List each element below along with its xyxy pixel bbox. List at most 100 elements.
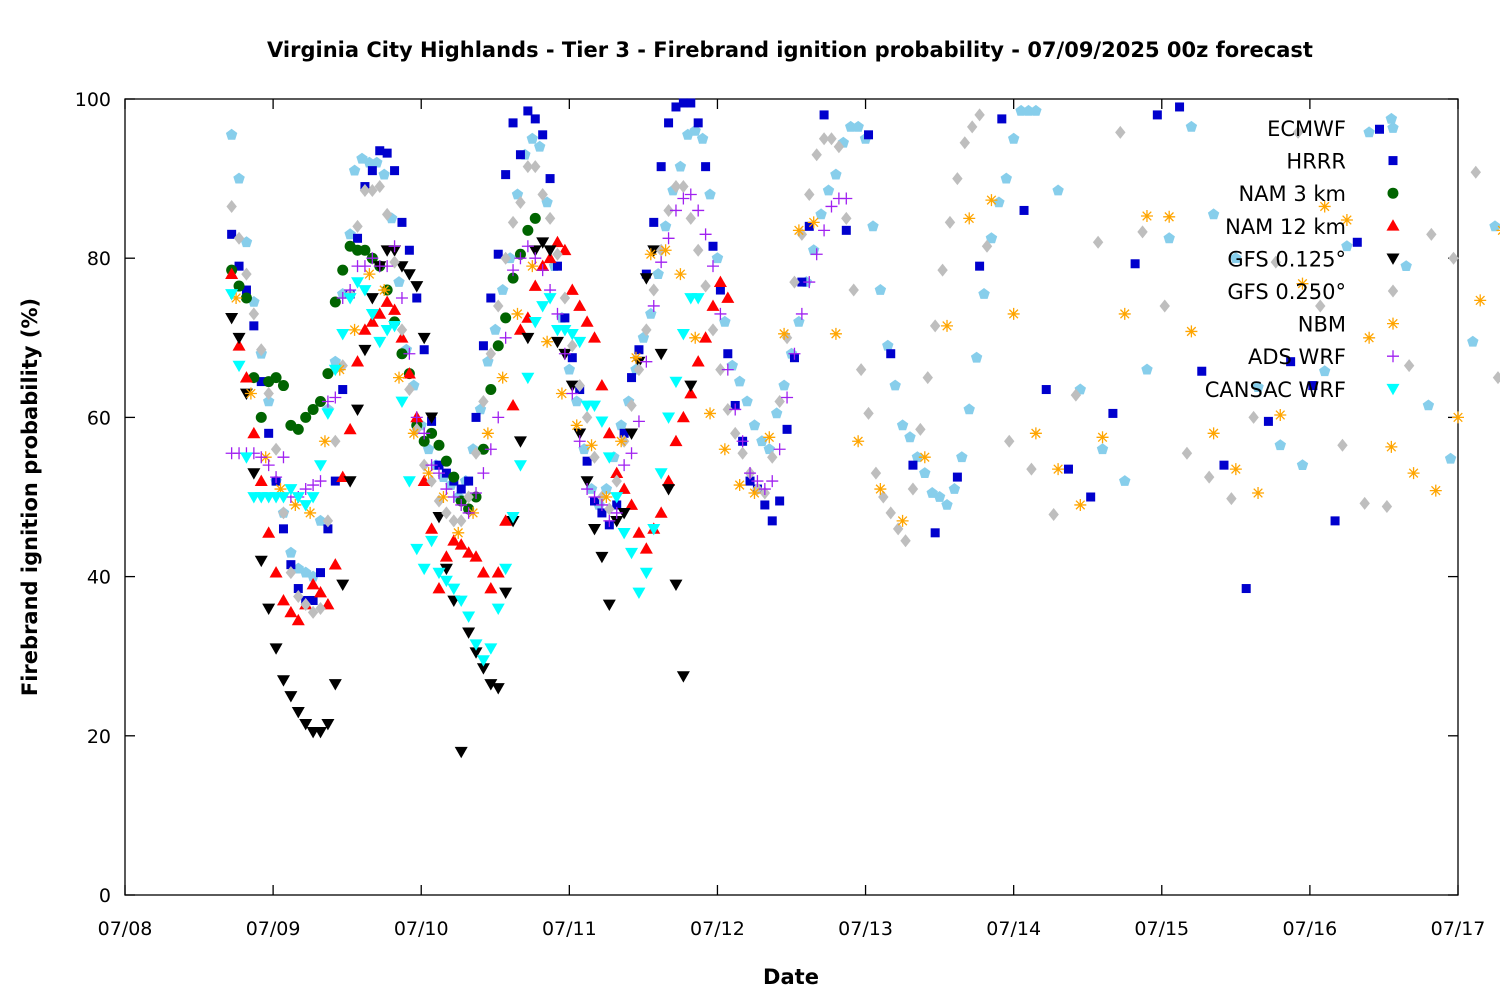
data-point [730, 426, 741, 440]
data-point [321, 597, 335, 610]
data-point [489, 323, 501, 335]
data-point [714, 307, 727, 320]
data-point [402, 476, 416, 488]
data-point [1403, 359, 1415, 373]
data-point [715, 363, 726, 377]
data-point [867, 220, 879, 232]
data-point [515, 150, 525, 160]
data-point [1086, 492, 1096, 502]
x-tick-label: 07/12 [690, 918, 745, 940]
data-point [684, 188, 697, 201]
data-point [808, 244, 820, 256]
data-point [501, 170, 511, 180]
x-tick-label: 07/11 [542, 918, 597, 940]
data-point [248, 307, 260, 321]
data-point [277, 451, 290, 464]
data-point [655, 256, 668, 269]
data-point [633, 363, 645, 377]
data-point [511, 307, 524, 320]
data-point [307, 570, 319, 582]
data-point [314, 726, 328, 739]
data-point [645, 307, 657, 319]
data-point [619, 428, 629, 438]
data-point [654, 506, 668, 518]
data-point [629, 351, 642, 364]
data-point [514, 252, 527, 265]
y-tick-label: 20 [87, 726, 111, 748]
data-point [662, 412, 676, 424]
data-point [782, 424, 792, 434]
data-point [455, 498, 468, 511]
data-point [233, 280, 245, 292]
data-point [262, 603, 276, 615]
data-point [286, 560, 296, 570]
data-point [476, 655, 490, 667]
data-point [1048, 508, 1059, 522]
data-point [378, 168, 390, 180]
data-point [796, 227, 808, 241]
data-point [1241, 584, 1251, 594]
data-point [602, 426, 616, 439]
data-point [1252, 487, 1265, 500]
data-point [833, 140, 845, 154]
data-point [602, 599, 616, 611]
y-tick-label: 0 [99, 885, 111, 907]
data-point [615, 419, 627, 431]
data-point [997, 114, 1007, 124]
data-point [686, 98, 696, 108]
data-point [462, 611, 476, 623]
data-point [507, 215, 519, 229]
data-point [374, 180, 385, 194]
data-point [551, 307, 564, 320]
data-point [937, 263, 948, 277]
y-axis-label: Firebrand ignition probability (%) [18, 298, 42, 696]
data-point [447, 534, 461, 546]
chart-title: Virginia City Highlands - Tier 3 - Fireb… [267, 38, 1313, 62]
legend-label: GFS 0.125° [1227, 247, 1346, 271]
data-point [855, 363, 867, 377]
data-point [255, 411, 267, 423]
data-point [513, 323, 527, 335]
data-point [588, 400, 602, 412]
data-point [1074, 498, 1087, 511]
data-point [538, 130, 548, 140]
data-point [852, 435, 865, 448]
legend-marker [1386, 253, 1400, 265]
data-point [536, 264, 549, 277]
data-point [804, 188, 815, 202]
data-point [1385, 440, 1398, 453]
data-point [610, 466, 624, 478]
data-point [578, 443, 590, 455]
data-point [1092, 235, 1104, 249]
data-point [595, 551, 609, 564]
legend-label: NAM 12 km [1225, 215, 1346, 239]
data-point [262, 526, 276, 538]
data-point [440, 455, 452, 467]
data-point [1352, 237, 1362, 247]
y-axis: 0 20 40 60 80 100 [75, 89, 1458, 907]
data-point [722, 402, 734, 416]
data-point [737, 446, 748, 460]
data-point [1375, 124, 1385, 134]
data-point [456, 514, 467, 528]
data-point [641, 323, 652, 337]
data-point [845, 120, 857, 132]
data-point [610, 506, 623, 519]
data-point [763, 431, 776, 444]
data-point [788, 347, 801, 360]
data-point [440, 483, 453, 496]
data-point [1337, 438, 1348, 452]
data-point [343, 422, 357, 435]
data-point [841, 211, 852, 225]
data-point [723, 349, 733, 359]
data-point [526, 260, 539, 273]
data-point [904, 431, 916, 443]
data-point [314, 514, 327, 526]
data-point [239, 371, 253, 383]
data-point [647, 523, 661, 536]
data-point [603, 514, 616, 527]
data-point [528, 279, 542, 291]
data-point [381, 207, 393, 221]
data-point [1263, 416, 1273, 426]
data-point [390, 166, 400, 176]
